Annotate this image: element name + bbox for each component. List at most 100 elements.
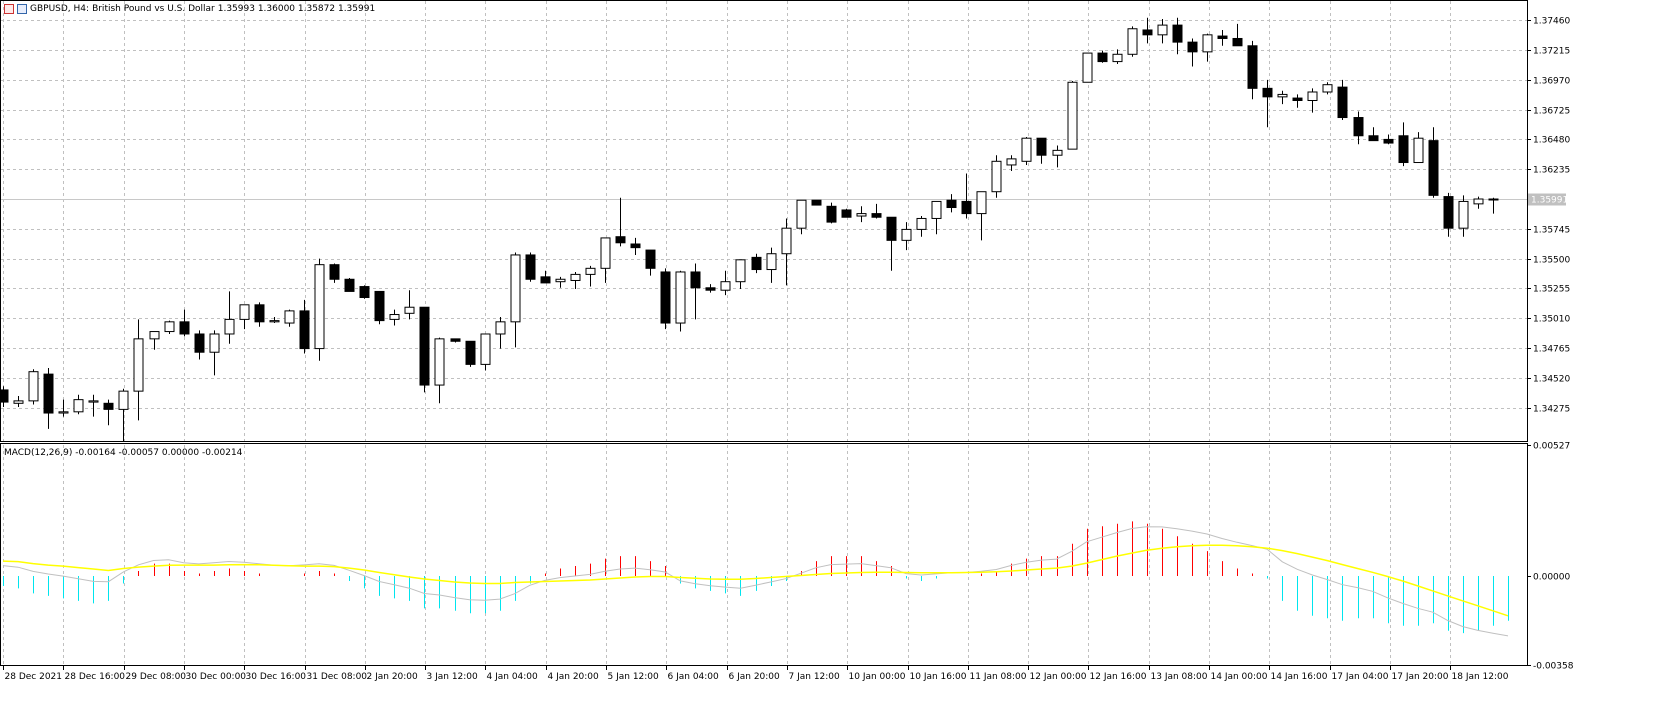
candle [239,304,250,330]
candle-body [419,306,430,386]
symbol-description: British Pound vs U.S. Dollar [92,4,215,14]
chart-header: GBPUSD, H4: British Pound vs U.S. Dollar… [4,4,375,14]
candle [826,202,837,224]
candle [209,330,220,376]
candle-body [359,286,370,299]
ohlc-readout: 1.35993 1.36000 1.35872 1.35991 [217,4,376,14]
candle [1142,17,1153,44]
candle [1067,81,1078,150]
candle [1187,38,1198,67]
candle-body [690,271,701,289]
candle-body [1307,91,1318,102]
candle [284,309,295,327]
time-axis-label: 5 Jan 12:00 [608,672,660,682]
candle [961,173,972,219]
candle-body [1368,135,1379,142]
time-axis-label: 28 Dec 2021 [5,672,63,682]
candle [615,197,626,247]
time-axis-label: 4 Jan 04:00 [487,672,539,682]
candle [224,291,235,344]
candle [946,194,957,213]
candle [811,199,822,206]
candle [254,302,265,327]
candle [88,394,99,417]
candle-body [1277,93,1288,98]
candle-body [675,271,686,324]
price-axis-label: 1.36480 [1533,136,1570,146]
candle [1428,127,1439,198]
candle [0,386,9,407]
candle-body [540,276,551,284]
candle [374,290,385,325]
candle-body [1097,52,1108,63]
candle [133,319,144,421]
candle-body [1337,86,1348,119]
time-axis-label: 6 Jan 20:00 [729,672,781,682]
candle-body [1292,97,1303,102]
candle [495,316,506,349]
candle [1036,137,1047,164]
candle [389,309,400,326]
candle [1443,192,1454,237]
candle [1353,111,1364,145]
candle-body [1036,137,1047,156]
candle [179,309,190,337]
time-axis-label: 28 Dec 16:00 [65,672,126,682]
candle [1277,90,1288,105]
candle-body [1082,52,1093,83]
candle-body [1383,138,1394,144]
candle-body [525,254,536,280]
time-axis-label: 10 Jan 00:00 [849,672,906,682]
candle [645,249,656,276]
candle-body [209,333,220,353]
candle [570,271,581,289]
candle-body [555,278,566,283]
price-axis-label: 1.35010 [1533,315,1570,325]
candle-body [1142,29,1153,36]
candle [28,369,39,405]
candle-body [299,310,310,350]
chart-window-icon[interactable] [4,4,14,14]
candle-body [465,340,476,365]
candle [434,337,445,404]
candle-body [1413,137,1424,164]
candle [705,284,716,293]
candle [299,299,310,354]
candle [1202,33,1213,62]
candle [1368,127,1379,142]
candle-body [133,338,144,392]
macd-pane-border [0,443,1528,666]
candle-body [796,199,807,229]
candle-body [374,290,385,322]
time-axis-label: 7 Jan 12:00 [789,672,841,682]
candle-body [1353,117,1364,137]
candle [1398,122,1409,167]
candle-body [239,304,250,320]
candle-body [1067,81,1078,150]
main-pane-border [0,0,1528,442]
candle [103,399,114,426]
candle [630,237,641,255]
price-axis-label: 1.35745 [1533,226,1570,236]
time-axis-label: 13 Jan 08:00 [1151,672,1208,682]
candle [359,285,370,299]
candle-body [510,254,521,323]
candle [796,199,807,235]
chart-properties-icon[interactable] [17,4,27,14]
candle-body [751,256,762,271]
candle [1413,132,1424,164]
time-axis-label: 3 Jan 12:00 [427,672,479,682]
candle [540,270,551,284]
candle [269,316,280,324]
candle [660,268,671,330]
candle [991,155,1002,198]
time-axis-label: 18 Jan 12:00 [1452,672,1509,682]
candle [58,399,69,417]
candle [1112,49,1123,65]
time-axis-label: 10 Jan 16:00 [910,672,967,682]
time-axis-label: 11 Jan 08:00 [970,672,1027,682]
candle [1292,94,1303,108]
candle-body [615,236,626,244]
candle-body [705,287,716,291]
